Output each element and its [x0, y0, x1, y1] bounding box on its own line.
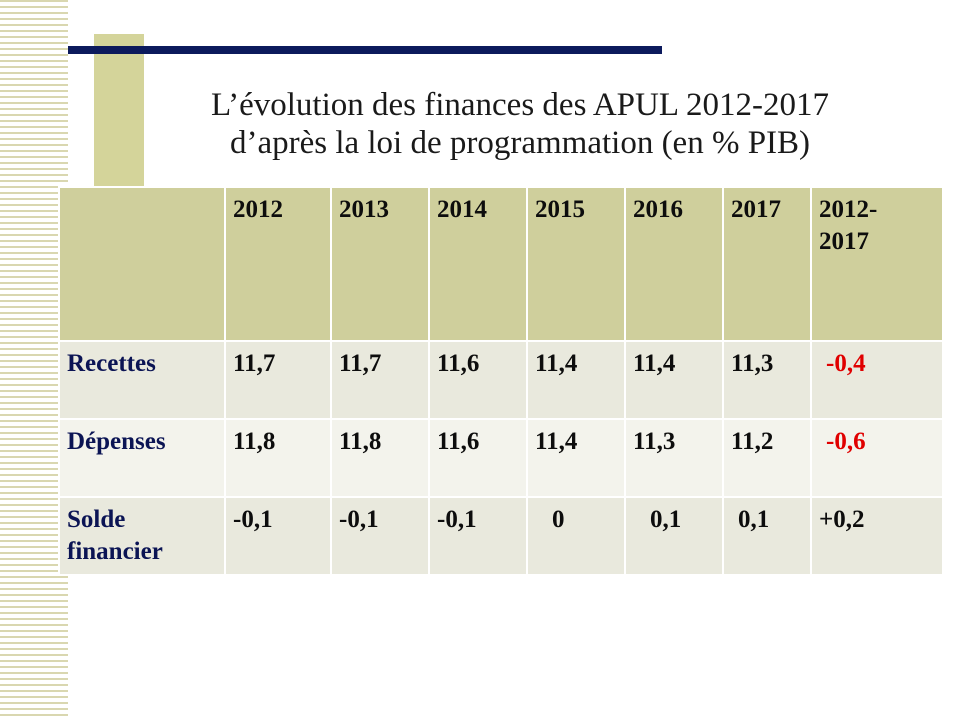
table-cell: 11,3: [624, 418, 724, 498]
table-cell: -0,1: [224, 496, 332, 576]
table-cell: 11,7: [330, 340, 430, 420]
accent-block: [94, 34, 144, 186]
table-cell: 0,1: [624, 496, 724, 576]
total-cell: -0,4: [810, 340, 944, 420]
header-cell-2017: 2017: [722, 186, 812, 342]
header-row: 2012 2013 2014 2015 2016 2017 2012- 2017: [58, 186, 944, 342]
title-line-2: d’après la loi de programmation (en % PI…: [229, 125, 811, 161]
row-label: Recettes: [58, 340, 226, 420]
table-row-solde: Solde financier -0,1 -0,1 -0,1 0 0,1 0,1…: [58, 496, 944, 576]
table-cell: 11,8: [330, 418, 430, 498]
table-row-depenses: Dépenses 11,8 11,8 11,6 11,4 11,3 11,2 -…: [58, 418, 944, 498]
table-cell: 11,7: [224, 340, 332, 420]
header-cell-2012: 2012: [224, 186, 332, 342]
total-cell: -0,6: [810, 418, 944, 498]
header-cell-2016: 2016: [624, 186, 724, 342]
table-cell: 0: [526, 496, 626, 576]
table-row-recettes: Recettes 11,7 11,7 11,6 11,4 11,4 11,3 -…: [58, 340, 944, 420]
row-label: Solde financier: [58, 496, 226, 576]
table-cell: 11,4: [624, 340, 724, 420]
table-cell: 11,4: [526, 418, 626, 498]
header-cell-period: 2012- 2017: [810, 186, 944, 342]
header-cell-empty: [58, 186, 226, 342]
title-line-1: L’évolution des finances des APUL 2012-2…: [210, 87, 830, 123]
table-cell: 11,4: [526, 340, 626, 420]
table-cell: -0,1: [330, 496, 430, 576]
table-cell: 11,3: [722, 340, 812, 420]
table-cell: -0,1: [428, 496, 528, 576]
title-bar: [68, 46, 662, 54]
slide-title: L’évolution des finances des APUL 2012-2…: [150, 86, 890, 162]
finance-table: 2012 2013 2014 2015 2016 2017 2012- 2017…: [58, 186, 944, 576]
table-cell: 11,8: [224, 418, 332, 498]
decorative-stripes: [0, 0, 68, 720]
header-cell-2014: 2014: [428, 186, 528, 342]
header-cell-2015: 2015: [526, 186, 626, 342]
header-cell-2013: 2013: [330, 186, 430, 342]
table-cell: 11,6: [428, 340, 528, 420]
table-cell: 0,1: [722, 496, 812, 576]
table-cell: 11,2: [722, 418, 812, 498]
table-cell: 11,6: [428, 418, 528, 498]
row-label: Dépenses: [58, 418, 226, 498]
total-cell: +0,2: [810, 496, 944, 576]
